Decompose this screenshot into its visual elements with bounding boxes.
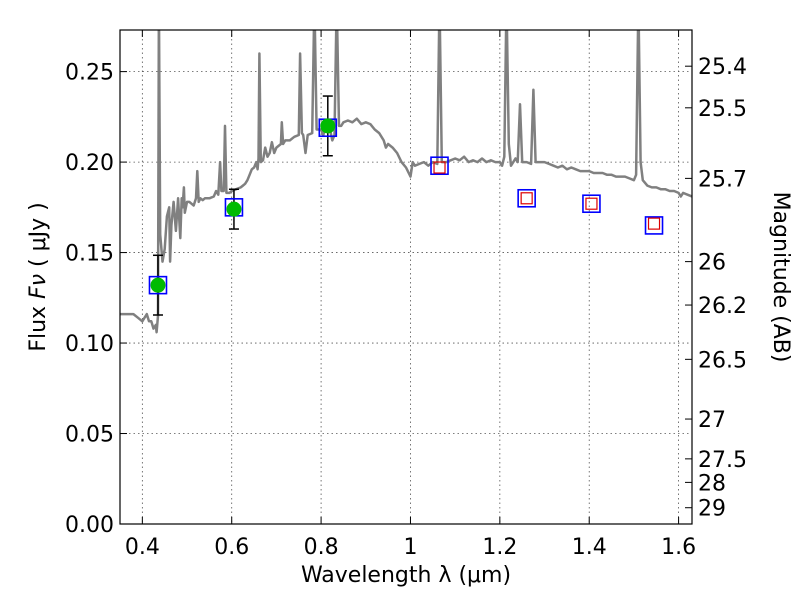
y-axis-label-text: Flux: [26, 299, 51, 352]
right-tick-label: 27.5: [698, 448, 747, 473]
right-tick-label: 25.7: [698, 167, 747, 192]
spectrum-line: [120, 30, 692, 334]
right-tick-label: 25.5: [698, 97, 747, 122]
red-square-marker: [585, 197, 598, 210]
blue-square-marker: [430, 156, 449, 176]
y-tick-label: 0.20: [65, 151, 114, 176]
x-tick-label: 0.6: [214, 535, 249, 560]
x-tick-label: 1: [403, 535, 417, 560]
right-tick-label: 26.2: [698, 294, 747, 319]
red-square-marker: [433, 161, 446, 174]
blue-square-marker: [644, 216, 664, 235]
y-axis-label-symbol: Fν: [26, 274, 51, 299]
y-tick-label: 0.25: [65, 61, 114, 86]
green-circle-marker: [150, 277, 166, 293]
plot-frame: [119, 29, 693, 525]
plot-area: [120, 30, 692, 334]
grid-lines: [120, 30, 692, 525]
y-axis-label-left: Flux Fν ( μJy ): [26, 202, 51, 351]
x-tick-label: 0.4: [125, 535, 160, 560]
right-tick-label: 29: [698, 497, 726, 522]
y-tick-label: 0.05: [65, 423, 114, 448]
right-tick-label: 25.4: [698, 55, 747, 80]
x-axis-label: Wavelength λ (μm): [301, 563, 511, 588]
right-tick-label: 27: [698, 408, 726, 433]
y-tick-label: 0.15: [65, 242, 114, 267]
right-tick-label: 28: [698, 471, 726, 496]
blue-square-marker: [582, 194, 601, 214]
y-tick-label: 0.00: [65, 513, 114, 538]
red-square-marker: [520, 192, 533, 205]
blue-square-marker: [517, 188, 536, 208]
y-axis-label-right: Magnitude (AB): [768, 192, 793, 363]
green-circle-marker: [320, 118, 336, 134]
right-tick-label: 26.5: [698, 348, 747, 373]
y-tick-label: 0.10: [65, 332, 114, 357]
y-axis-label-unit: ( μJy ): [26, 202, 51, 274]
x-tick-label: 0.8: [304, 535, 339, 560]
x-tick-label: 1.4: [572, 535, 607, 560]
axis-ticks: 0.4 0.6 0.8 1 1.2 1.4 1.6 0.00 0.05 0.10 0.15 0.20 0…: [65, 30, 747, 560]
right-tick-label: 26: [698, 251, 726, 276]
red-square-marker: [647, 217, 661, 230]
blue-square-marker: [148, 275, 168, 295]
x-tick-label: 1.2: [482, 535, 517, 560]
green-circle-marker: [226, 201, 242, 217]
x-tick-label: 1.6: [661, 535, 696, 560]
